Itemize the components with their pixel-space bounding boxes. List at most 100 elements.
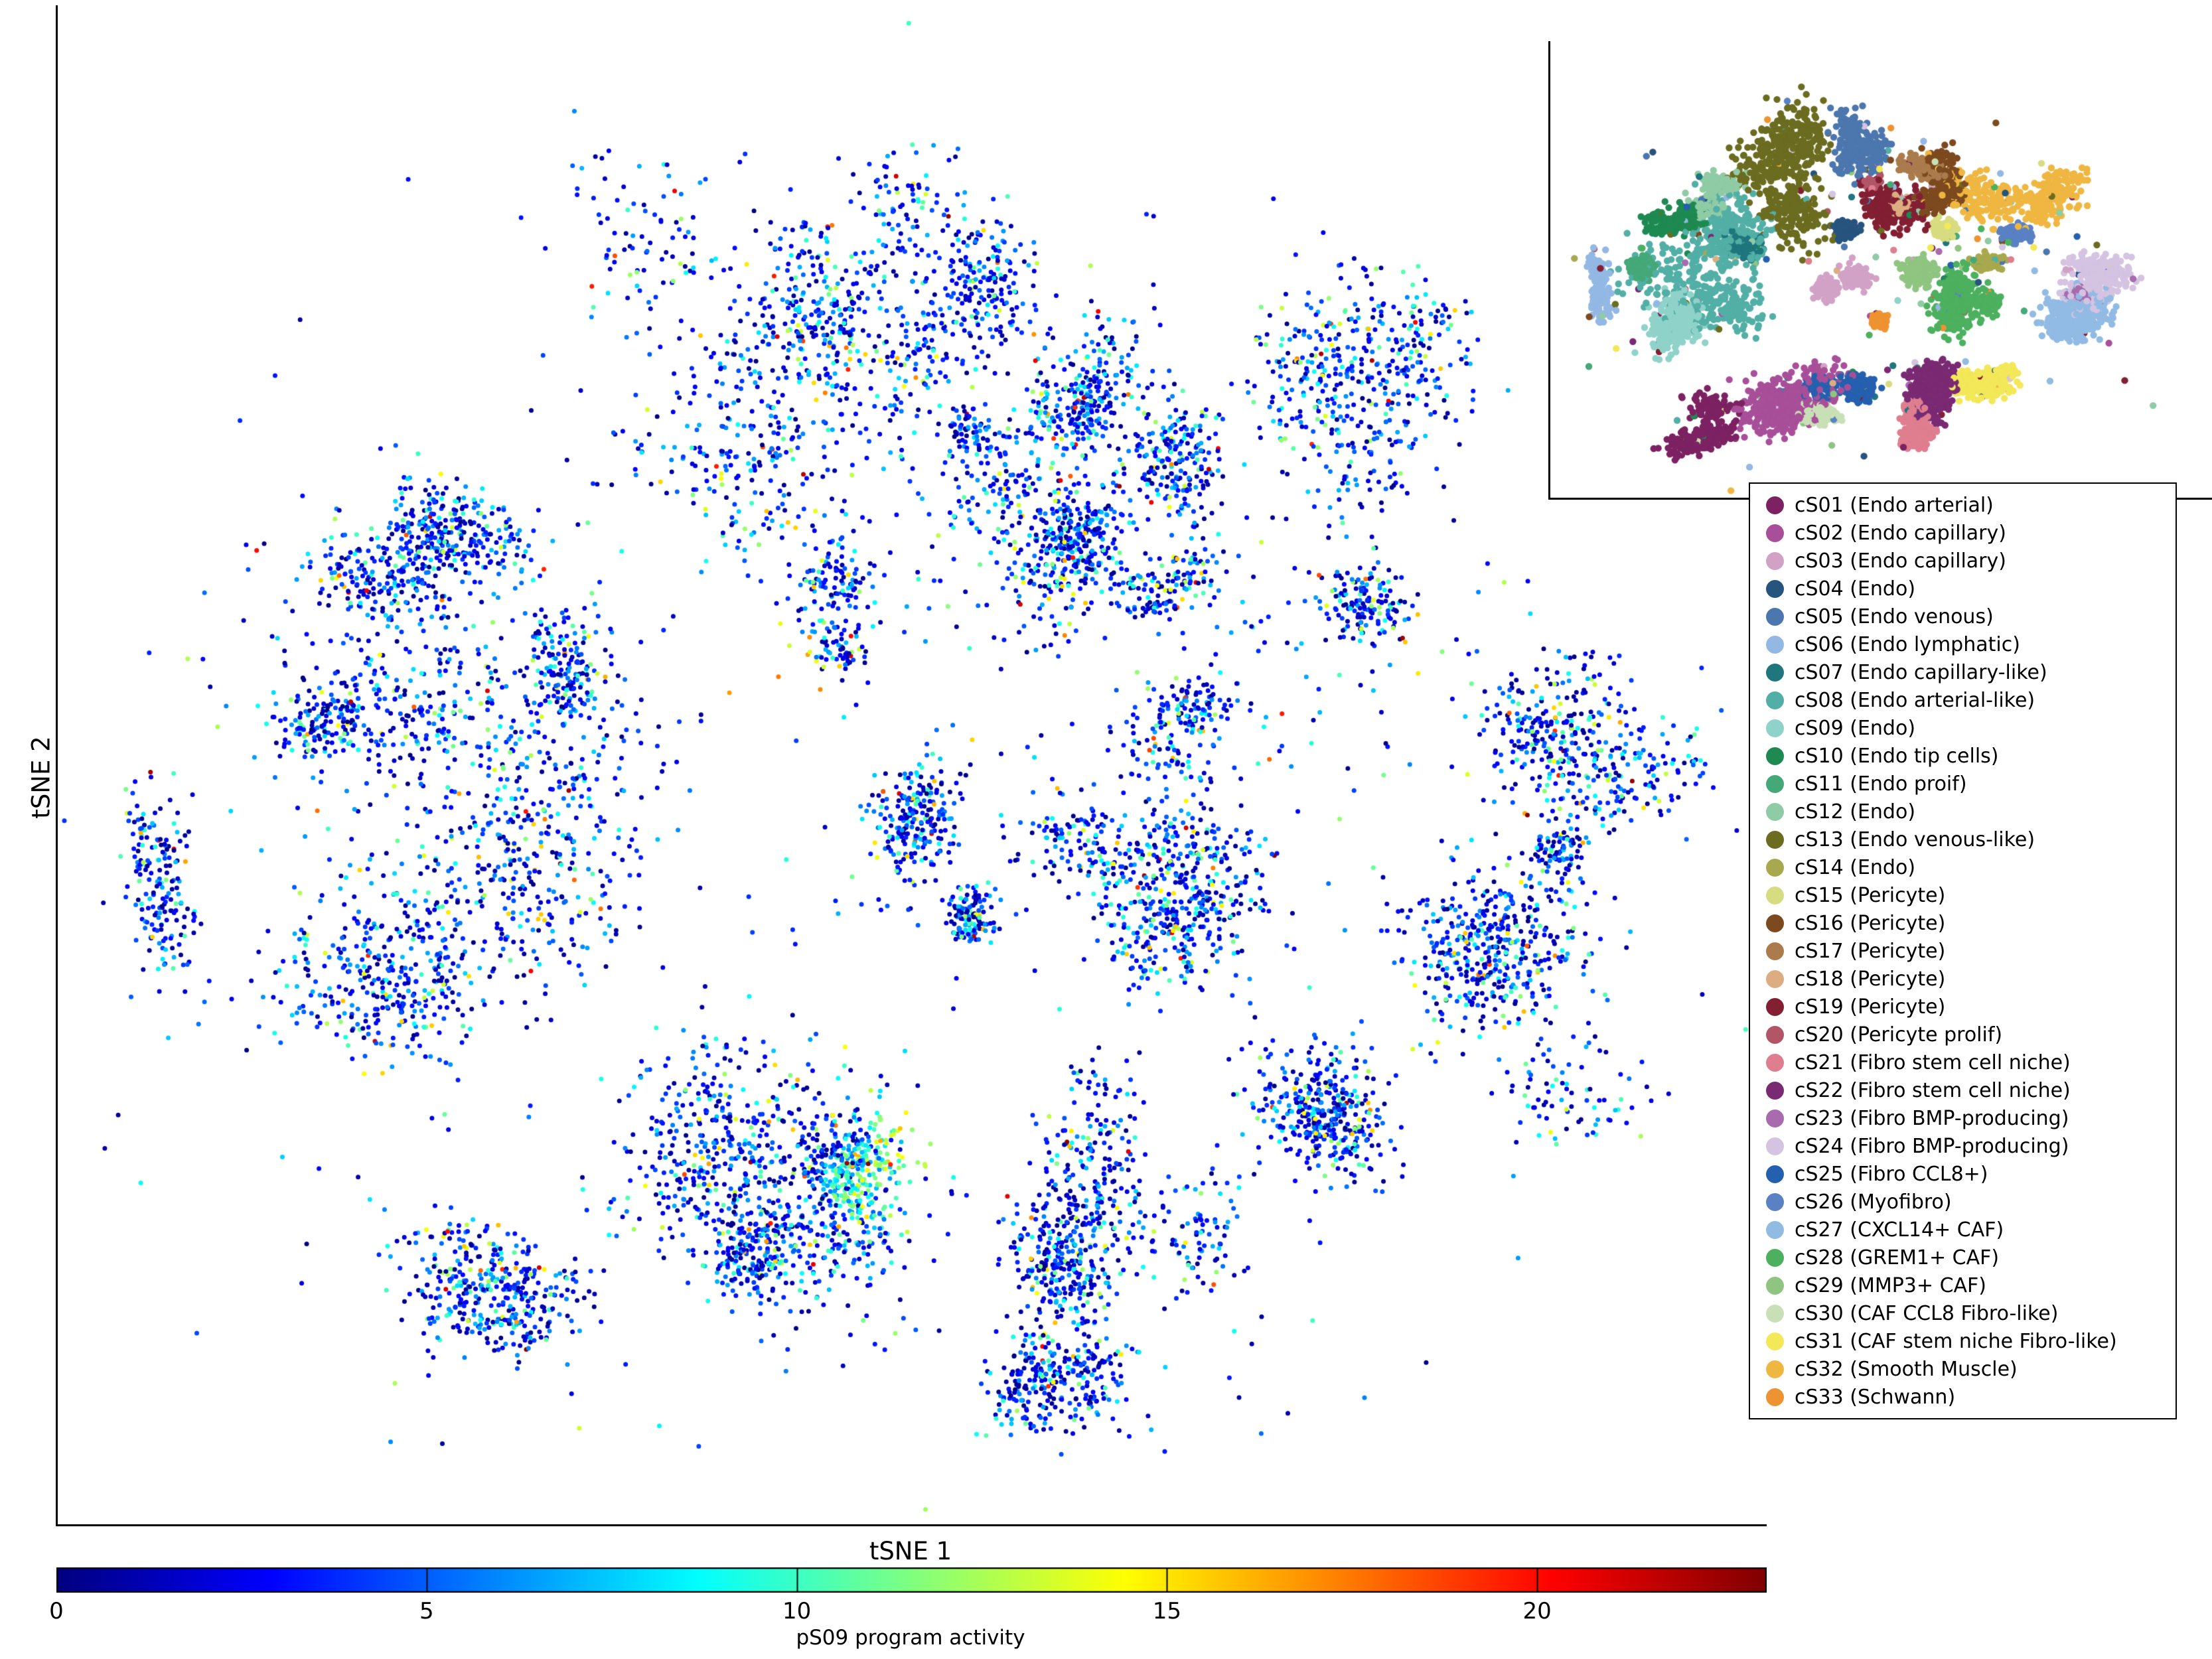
legend-label: cS26 (Myofibro) (1795, 1190, 1952, 1214)
legend-label: cS07 (Endo capillary-like) (1795, 660, 2047, 684)
colorbar-label: pS09 program activity (796, 1626, 1025, 1650)
legend-item-cS07: cS07 (Endo capillary-like) (1750, 658, 2175, 686)
legend-label: cS32 (Smooth Muscle) (1795, 1357, 2018, 1381)
legend-marker-cS20 (1766, 1025, 1784, 1044)
legend-label: cS17 (Pericyte) (1795, 939, 1946, 963)
legend-marker-cS27 (1766, 1220, 1784, 1239)
legend-marker-cS33 (1766, 1388, 1784, 1406)
legend-marker-cS09 (1766, 719, 1784, 737)
legend-item-cS11: cS11 (Endo proif) (1750, 770, 2175, 798)
colorbar-tick-5: 5 (419, 1598, 434, 1624)
legend-marker-cS23 (1766, 1109, 1784, 1127)
legend-marker-cS14 (1766, 858, 1784, 877)
legend-item-cS02: cS02 (Endo capillary) (1750, 519, 2175, 547)
cluster-legend: cS01 (Endo arterial) cS02 (Endo capillary… (1749, 482, 2177, 1419)
legend-label: cS12 (Endo) (1795, 800, 1916, 824)
legend-label: cS16 (Pericyte) (1795, 911, 1946, 935)
legend-item-cS16: cS16 (Pericyte) (1750, 909, 2175, 937)
legend-marker-cS24 (1766, 1137, 1784, 1155)
legend-item-cS12: cS12 (Endo) (1750, 798, 2175, 826)
legend-item-cS14: cS14 (Endo) (1750, 853, 2175, 881)
legend-marker-cS10 (1766, 747, 1784, 765)
legend-item-cS21: cS21 (Fibro stem cell niche) (1750, 1048, 2175, 1076)
legend-item-cS27: cS27 (CXCL14+ CAF) (1750, 1216, 2175, 1244)
legend-item-cS26: cS26 (Myofibro) (1750, 1188, 2175, 1216)
legend-item-cS13: cS13 (Endo venous-like) (1750, 826, 2175, 853)
legend-label: cS03 (Endo capillary) (1795, 549, 2006, 573)
tsne-activity-scatter-canvas (58, 0, 1770, 1525)
legend-marker-cS04 (1766, 579, 1784, 598)
legend-item-cS09: cS09 (Endo) (1750, 714, 2175, 742)
legend-label: cS28 (GREM1+ CAF) (1795, 1246, 2000, 1269)
colorbar-tick-15: 15 (1152, 1598, 1182, 1624)
legend-item-cS08: cS08 (Endo arterial-like) (1750, 686, 2175, 714)
legend-marker-cS21 (1766, 1053, 1784, 1072)
legend-label: cS09 (Endo) (1795, 716, 1916, 740)
legend-label: cS23 (Fibro BMP-producing) (1795, 1106, 2069, 1130)
colorbar (56, 1567, 1767, 1593)
legend-item-cS24: cS24 (Fibro BMP-producing) (1750, 1132, 2175, 1160)
legend-item-cS28: cS28 (GREM1+ CAF) (1750, 1244, 2175, 1271)
legend-label: cS04 (Endo) (1795, 577, 1916, 601)
legend-item-cS30: cS30 (CAF CCL8 Fibro-like) (1750, 1299, 2175, 1327)
legend-marker-cS11 (1766, 774, 1784, 793)
legend-label: cS29 (MMP3+ CAF) (1795, 1273, 1986, 1297)
legend-label: cS05 (Endo venous) (1795, 605, 1994, 628)
legend-label: cS13 (Endo venous-like) (1795, 828, 2035, 851)
legend-marker-cS07 (1766, 663, 1784, 682)
colorbar-tick-labels: 0 5 10 15 20 (0, 1598, 2212, 1624)
legend-item-cS23: cS23 (Fibro BMP-producing) (1750, 1104, 2175, 1132)
x-axis-label: tSNE 1 (869, 1537, 952, 1565)
legend-label: cS27 (CXCL14+ CAF) (1795, 1218, 2004, 1242)
legend-label: cS10 (Endo tip cells) (1795, 744, 1999, 768)
legend-label: cS31 (CAF stem niche Fibro-like) (1795, 1329, 2117, 1353)
legend-label: cS19 (Pericyte) (1795, 995, 1946, 1019)
legend-label: cS30 (CAF CCL8 Fibro-like) (1795, 1301, 2059, 1325)
inset-cluster-scatter-canvas (1550, 41, 2210, 496)
legend-marker-cS18 (1766, 970, 1784, 988)
legend-marker-cS22 (1766, 1081, 1784, 1100)
legend-item-cS10: cS10 (Endo tip cells) (1750, 742, 2175, 770)
legend-item-cS25: cS25 (Fibro CCL8+) (1750, 1160, 2175, 1188)
legend-label: cS22 (Fibro stem cell niche) (1795, 1078, 2071, 1102)
legend-label: cS14 (Endo) (1795, 855, 1916, 879)
legend-marker-cS13 (1766, 830, 1784, 849)
legend-marker-cS31 (1766, 1332, 1784, 1350)
legend-label: cS25 (Fibro CCL8+) (1795, 1162, 1988, 1186)
inset-cluster-plot (1548, 41, 2212, 500)
legend-marker-cS30 (1766, 1304, 1784, 1323)
legend-marker-cS29 (1766, 1276, 1784, 1295)
y-axis-line (56, 5, 58, 1526)
legend-item-cS32: cS32 (Smooth Muscle) (1750, 1355, 2175, 1383)
legend-item-cS01: cS01 (Endo arterial) (1750, 491, 2175, 519)
legend-item-cS03: cS03 (Endo capillary) (1750, 547, 2175, 575)
legend-marker-cS12 (1766, 802, 1784, 821)
x-axis-line (56, 1524, 1767, 1526)
legend-item-cS18: cS18 (Pericyte) (1750, 965, 2175, 993)
legend-item-cS33: cS33 (Schwann) (1750, 1383, 2175, 1411)
colorbar-tick-0: 0 (49, 1598, 64, 1624)
legend-label: cS33 (Schwann) (1795, 1385, 1956, 1409)
legend-marker-cS17 (1766, 942, 1784, 960)
legend-label: cS08 (Endo arterial-like) (1795, 688, 2035, 712)
legend-item-cS20: cS20 (Pericyte prolif) (1750, 1021, 2175, 1048)
colorbar-tick-10: 10 (782, 1598, 812, 1624)
legend-label: cS24 (Fibro BMP-producing) (1795, 1134, 2069, 1158)
legend-item-cS04: cS04 (Endo) (1750, 575, 2175, 603)
legend-marker-cS15 (1766, 886, 1784, 904)
legend-label: cS02 (Endo capillary) (1795, 521, 2006, 545)
legend-item-cS17: cS17 (Pericyte) (1750, 937, 2175, 965)
legend-marker-cS16 (1766, 914, 1784, 932)
legend-item-cS29: cS29 (MMP3+ CAF) (1750, 1271, 2175, 1299)
legend-item-cS05: cS05 (Endo venous) (1750, 603, 2175, 630)
legend-marker-cS05 (1766, 607, 1784, 626)
legend-marker-cS08 (1766, 691, 1784, 709)
legend-label: cS20 (Pericyte prolif) (1795, 1023, 2003, 1046)
legend-item-cS15: cS15 (Pericyte) (1750, 881, 2175, 909)
legend-marker-cS19 (1766, 997, 1784, 1016)
legend-marker-cS26 (1766, 1192, 1784, 1211)
legend-item-cS22: cS22 (Fibro stem cell niche) (1750, 1076, 2175, 1104)
legend-marker-cS06 (1766, 635, 1784, 654)
legend-label: cS11 (Endo proif) (1795, 772, 1967, 796)
